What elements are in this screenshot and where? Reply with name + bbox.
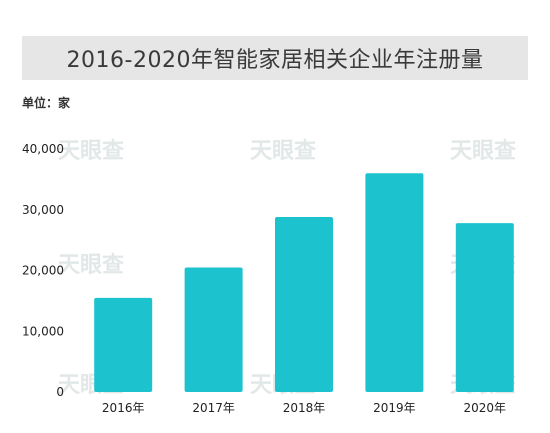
x-tick-label-4: 2020年 (464, 401, 507, 415)
y-axis-unit-label: 单位：家 (22, 96, 71, 110)
x-tick-label-2: 2018年 (283, 401, 326, 415)
bar-2016年 (94, 297, 153, 392)
chart-title-bar: 2016-2020年智能家居相关企业年注册量 (22, 36, 528, 80)
watermark-2: 天眼查 (450, 139, 516, 164)
y-tick-label-3: 30,000 (22, 203, 64, 217)
bar-2019年 (365, 173, 424, 392)
y-tick-label-4: 40,000 (22, 142, 64, 156)
x-tick-label-1: 2017年 (192, 401, 235, 415)
watermark-3: 天眼查 (58, 253, 124, 278)
watermark-1: 天眼查 (250, 139, 316, 164)
watermark-0: 天眼查 (58, 139, 124, 164)
bar-2020年 (455, 223, 514, 392)
y-axis-ticks: 0 10,000 20,000 30,000 40,000 (22, 142, 64, 399)
y-tick-label-2: 20,000 (22, 264, 64, 278)
x-tick-label-0: 2016年 (102, 401, 145, 415)
x-tick-label-3: 2019年 (373, 401, 416, 415)
chart-title: 2016-2020年智能家居相关企业年注册量 (66, 48, 484, 73)
y-tick-label-1: 10,000 (22, 324, 64, 338)
bar-2018年 (275, 217, 333, 392)
bar-2017年 (184, 267, 243, 392)
x-axis-labels: 2016年 2017年 2018年 2019年 2020年 (102, 401, 506, 415)
y-tick-label-0: 0 (56, 385, 64, 399)
bars-group (94, 173, 514, 392)
